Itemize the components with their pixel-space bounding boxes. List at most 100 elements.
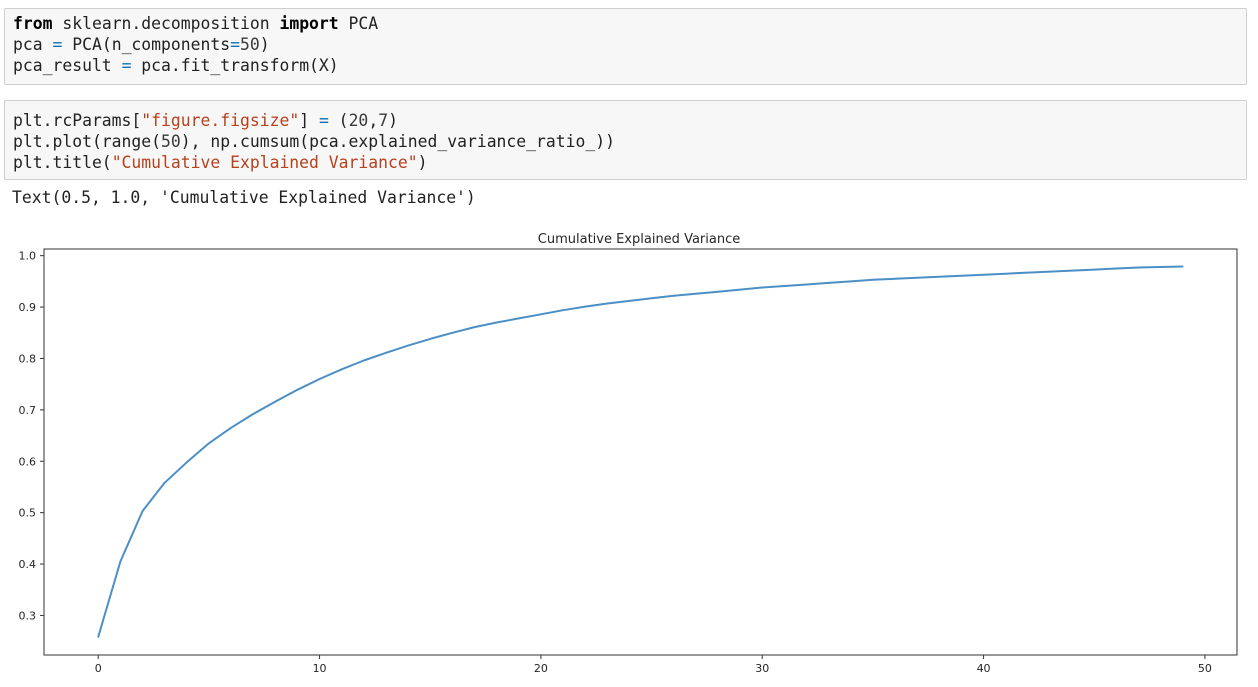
code-token: plt.rcParams[ xyxy=(13,111,142,130)
data-point xyxy=(628,300,631,302)
chart-title: Cumulative Explained Variance xyxy=(538,232,740,247)
code-line: plt.title("Cumulative Explained Variance… xyxy=(13,152,1238,173)
code-cell-2[interactable]: plt.rcParams["figure.figsize"] = (20,7) … xyxy=(4,100,1247,180)
data-point xyxy=(1093,268,1096,271)
code-token: 50 xyxy=(240,35,260,54)
data-point xyxy=(407,344,409,347)
data-point xyxy=(894,278,896,280)
x-tick-label: 50 xyxy=(1198,662,1212,675)
x-tick-label: 0 xyxy=(95,662,102,675)
data-point xyxy=(473,326,476,328)
line-chart: Cumulative Explained Variance 0.30.40.50… xyxy=(19,232,1238,675)
data-point xyxy=(97,636,100,638)
code-token: = xyxy=(121,56,132,75)
code-line: pca_result = pca.fit_transform(X) xyxy=(13,55,1238,76)
code-token: = xyxy=(52,35,63,54)
code-token: import xyxy=(279,14,339,33)
data-point xyxy=(252,413,254,415)
code-token: ) xyxy=(417,153,428,172)
data-point xyxy=(540,313,542,316)
y-tick-label: 0.7 xyxy=(19,404,37,417)
data-point xyxy=(761,286,764,289)
data-point xyxy=(783,285,786,287)
y-tick-label: 0.6 xyxy=(19,455,37,468)
data-point xyxy=(318,378,321,380)
data-point xyxy=(606,302,609,305)
data-point xyxy=(1027,271,1029,274)
data-point xyxy=(296,389,299,391)
code-line: plt.plot(range(50), np.cumsum(pca.explai… xyxy=(13,131,1238,152)
data-point xyxy=(717,290,719,293)
data-point xyxy=(1115,267,1118,270)
data-point xyxy=(982,273,985,276)
code-token: "Cumulative Explained Variance" xyxy=(111,153,418,172)
code-token: "figure.figsize" xyxy=(141,111,300,130)
y-tick-label: 0.5 xyxy=(19,507,37,520)
code-token: PCA xyxy=(338,14,379,33)
code-token: 50 xyxy=(161,132,181,151)
code-token: ), np.cumsum(pca.explained_variance_rati… xyxy=(180,132,615,151)
data-point xyxy=(451,331,454,334)
series-line xyxy=(97,265,1183,638)
data-point xyxy=(916,276,918,279)
x-axis: 0 10 20 30 40 50 xyxy=(95,655,1212,675)
code-token: , xyxy=(368,111,379,130)
data-point xyxy=(230,427,232,429)
data-point xyxy=(1137,266,1140,269)
code-token: ] xyxy=(299,111,319,130)
y-tick-label: 0.8 xyxy=(19,352,37,365)
y-tick-label: 1.0 xyxy=(19,250,37,263)
data-point xyxy=(584,305,586,308)
data-point xyxy=(739,288,741,291)
data-point xyxy=(1159,266,1162,268)
code-line: plt.rcParams["figure.figsize"] = (20,7) xyxy=(13,110,1238,131)
code-token: pca_result xyxy=(13,56,122,75)
data-point xyxy=(119,560,122,563)
plot-frame xyxy=(43,248,1238,656)
code-token: ( xyxy=(328,111,349,130)
data-point xyxy=(960,274,963,277)
x-tick-label: 20 xyxy=(534,662,548,675)
code-cell-1[interactable]: from sklearn.decomposition import PCA pc… xyxy=(4,8,1247,85)
code-token: 7 xyxy=(378,111,389,130)
code-token: from xyxy=(13,14,53,33)
y-axis: 0.3 0.4 0.5 0.6 0.7 0.8 0.9 1.0 xyxy=(19,250,44,622)
data-point xyxy=(208,442,210,445)
x-tick-label: 30 xyxy=(755,662,769,675)
code-token: plt.title( xyxy=(13,153,112,172)
data-point xyxy=(650,297,653,300)
code-line: pca = PCA(n_components=50) xyxy=(13,34,1238,55)
y-tick-label: 0.4 xyxy=(19,558,37,571)
data-point xyxy=(872,279,874,281)
data-point xyxy=(805,283,808,286)
code-token: pca xyxy=(13,35,53,54)
data-point xyxy=(849,280,852,283)
y-tick-label: 0.9 xyxy=(19,301,37,314)
data-point xyxy=(185,461,188,464)
data-point xyxy=(385,352,387,354)
x-tick-label: 40 xyxy=(977,662,991,675)
data-point xyxy=(1049,270,1051,273)
data-point xyxy=(163,482,166,484)
code-token: ) xyxy=(259,35,270,54)
data-point xyxy=(827,282,830,284)
code-token: sklearn.decomposition xyxy=(52,14,280,33)
x-tick-label: 10 xyxy=(313,662,327,675)
data-point xyxy=(1071,269,1073,272)
cell-output-text: Text(0.5, 1.0, 'Cumulative Explained Var… xyxy=(12,188,476,207)
data-point xyxy=(340,368,343,371)
data-point xyxy=(363,359,365,362)
data-point xyxy=(672,294,675,297)
y-tick-label: 0.3 xyxy=(19,609,37,622)
code-token: plt.plot(range( xyxy=(13,132,162,151)
data-point xyxy=(274,400,277,403)
code-token: PCA(n_components xyxy=(62,35,231,54)
code-line: from sklearn.decomposition import PCA xyxy=(13,13,1238,34)
series-layer xyxy=(97,265,1184,638)
data-point xyxy=(1004,272,1007,275)
data-point xyxy=(495,321,498,324)
code-token: = xyxy=(230,35,240,54)
data-point xyxy=(1181,265,1184,268)
data-point xyxy=(562,309,564,311)
data-point xyxy=(517,317,520,320)
